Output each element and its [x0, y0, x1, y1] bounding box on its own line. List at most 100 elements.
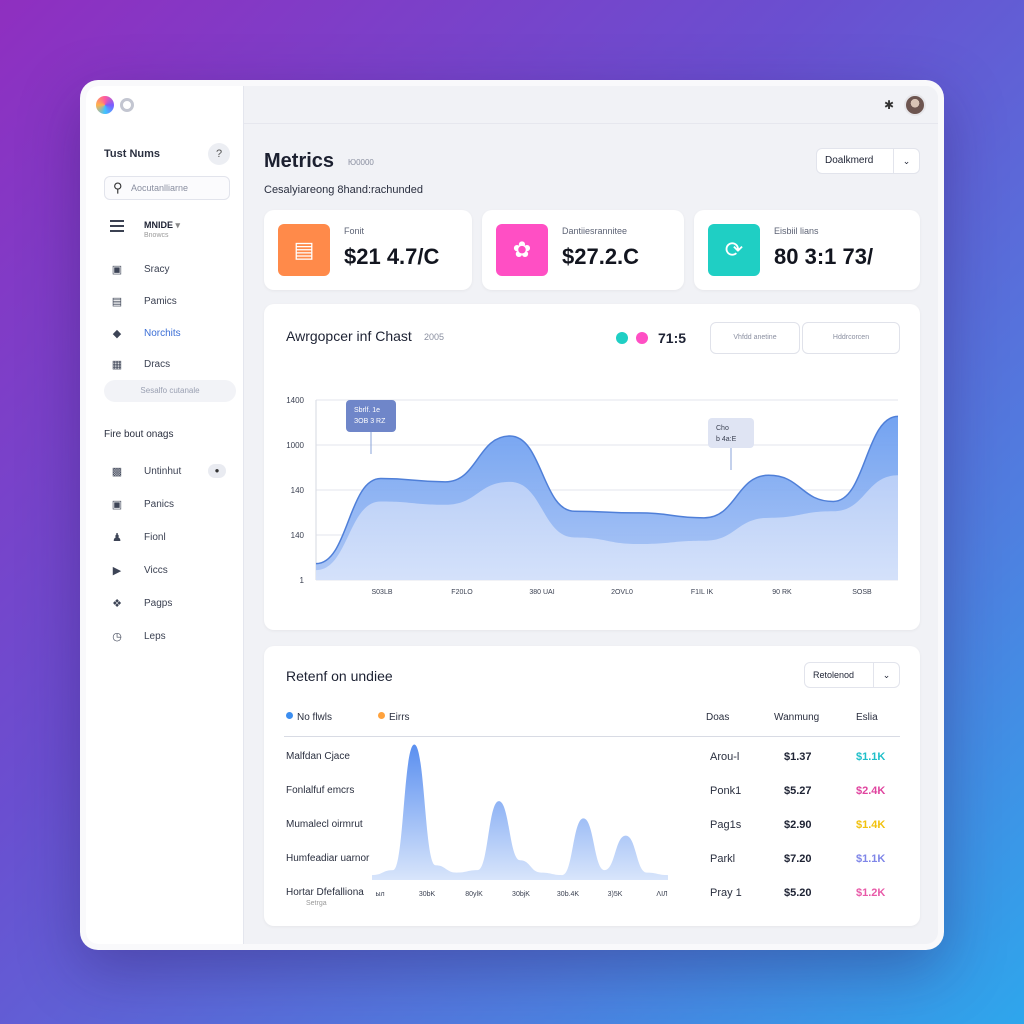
video-icon: ▶	[112, 565, 122, 577]
table-cell: $2.90	[784, 819, 812, 831]
x-tick-label: 3)5K	[608, 891, 623, 898]
menu-header-subtitle: Bnowcs	[144, 232, 169, 239]
refresh-icon: ⟳	[708, 224, 760, 276]
chart-year: 2005	[424, 332, 445, 342]
sidebar-item-label: Norchits	[144, 328, 181, 339]
kpi-label: Eisbiil lians	[774, 226, 819, 236]
y-tick-label: 1	[300, 576, 305, 585]
top-bar: ✱	[244, 86, 938, 124]
x-tick-label: SOSB	[852, 589, 872, 596]
table-cell: Pag1s	[710, 819, 742, 831]
page-title: Metrics	[264, 150, 335, 172]
kpi-card[interactable]: ▤ Fonit $21 4.7/C	[264, 210, 472, 290]
chat-icon: ◆	[112, 328, 122, 340]
header-label: Eirrs	[389, 712, 410, 723]
search-input[interactable]: ⚲ Aocutanlliarne	[104, 176, 230, 200]
x-tick-label: 30bjK	[512, 891, 530, 898]
table-row-name: Humfeadiar uarnor	[286, 853, 370, 864]
retention-area	[372, 744, 668, 880]
kpi-value: $27.2.C	[562, 244, 640, 269]
app-window: Tust Nums ? ⚲ Aocutanlliarne MNIDE ▾ Bno…	[80, 80, 944, 950]
table-row-name: Hortar Dfefalliona	[286, 887, 364, 898]
header-label: No flwls	[297, 712, 333, 723]
retention-chart-svg: ыл 30bK 80ylK 30bjK 30b.4K 3)5K ΛIЛ	[372, 744, 668, 898]
page-subtitle: Ю0000	[348, 158, 374, 167]
tooltip-text: Sbrlf. 1e	[354, 407, 380, 414]
x-tick-label: S03LB	[371, 589, 392, 596]
tooltip-box	[708, 418, 754, 448]
table-header[interactable]: Eslia	[856, 712, 878, 723]
chart-option-button[interactable]: Vhfdd anetine	[710, 322, 800, 354]
sidebar-item-label: Viccs	[144, 565, 168, 576]
sidebar-item-label: Fionl	[144, 532, 166, 543]
legend-dot-pink	[636, 332, 648, 344]
kpi-label: Fonit	[344, 226, 365, 236]
x-tick-label: F1IL IK	[691, 589, 714, 596]
table-cell: $1.2K	[856, 887, 886, 899]
tooltip-text: ЗОВ 3 RZ	[354, 418, 386, 425]
search-icon: ⚲	[113, 180, 123, 195]
kpi-label: Dantiiesrannitee	[562, 226, 628, 236]
table-row-name: Malfdan Cjace	[286, 751, 350, 762]
main-chart-card: Awrgopcer inf Chast 2005 71:5 Vhfdd anet…	[264, 304, 920, 630]
sidebar-item-label: Pamics	[144, 296, 177, 307]
tooltip-box	[346, 400, 396, 432]
sidebar-pill-button[interactable]: Sesalfo cutanale	[104, 380, 236, 402]
page-description: Cesalyiareong 8hand:rachunded	[264, 184, 424, 196]
legend-value: 71:5	[658, 330, 687, 346]
help-icon[interactable]: ?	[208, 143, 230, 165]
top-bar-icons: ✱	[884, 94, 926, 116]
doc-icon: ▤	[111, 296, 123, 308]
legend-dot-blue	[286, 712, 293, 719]
table-cell: $1.1K	[856, 853, 886, 865]
notification-badge[interactable]: ●	[208, 464, 226, 478]
table-header[interactable]: Wanmung	[774, 712, 820, 723]
retention-card: Retenf on undiee Retolenod ⌄ No flwls Ei…	[264, 646, 920, 926]
menu-header-title: MNIDE ▾	[144, 220, 181, 230]
tooltip-text: b 4a:E	[716, 436, 737, 443]
x-tick-label: F20LO	[451, 589, 473, 596]
table-cell: $1.37	[784, 751, 812, 763]
table-cell: $1.4K	[856, 819, 886, 831]
table-cell: Pray 1	[710, 887, 742, 899]
divider	[284, 736, 900, 737]
legend-dot-teal	[616, 332, 628, 344]
hamburger-icon[interactable]	[110, 220, 124, 235]
table-cell: $5.27	[784, 785, 812, 797]
y-tick-label: 140	[291, 486, 305, 495]
x-tick-label: 30bK	[419, 891, 436, 898]
settings-icon[interactable]: ✱	[883, 98, 894, 112]
avatar[interactable]	[904, 94, 926, 116]
grid-icon: ▦	[111, 359, 123, 371]
wallet-icon: ▤	[278, 224, 330, 276]
table-header[interactable]: Doas	[706, 712, 730, 723]
clock-icon: ◷	[112, 631, 122, 643]
series-area	[316, 475, 898, 580]
table-header[interactable]: Eirrs	[378, 712, 410, 723]
table-cell: $7.20	[784, 853, 812, 865]
app-logo-icon[interactable]	[96, 96, 114, 114]
table-cell: Arou-l	[710, 751, 740, 763]
chevron-down-icon: ⌄	[893, 149, 919, 173]
retention-title: Retenf on undiee	[286, 668, 393, 684]
table-row-name: Fonlalfuf emcrs	[286, 785, 355, 796]
table-row-subtitle: Setrga	[306, 900, 327, 907]
table-header[interactable]: No flwls	[286, 712, 332, 723]
sidebar-section-title: Fire bout onags	[104, 429, 174, 440]
x-tick-label: 90 RK	[772, 589, 792, 596]
chart-option-button[interactable]: Hddrcorcen	[802, 322, 900, 354]
retention-dropdown[interactable]: Retolenod ⌄	[804, 662, 900, 688]
main-chart-svg: 1 140 140 1000 1400 S03LB F20LO 380 UAI 2OVL0 F1I…	[286, 396, 899, 596]
table-row-name: Mumalecl oirmrut	[286, 819, 363, 830]
dashboard-dropdown[interactable]: Doalkmerd ⌄	[816, 148, 920, 174]
kpi-card[interactable]: ⟳ Eisbiil lians 80 3:1 73/	[694, 210, 920, 290]
kpi-card[interactable]: ✿ Dantiiesrannitee $27.2.C	[482, 210, 684, 290]
table-cell: $5.20	[784, 887, 812, 899]
y-tick-label: 140	[291, 531, 305, 540]
briefcase-icon: ▣	[111, 499, 123, 511]
x-tick-label: ыл	[375, 891, 384, 898]
sidebar-item-label: Panics	[144, 499, 175, 510]
circle-icon[interactable]	[120, 98, 134, 112]
bag-icon: ▣	[111, 264, 123, 276]
table-cell: $2.4K	[856, 785, 886, 797]
